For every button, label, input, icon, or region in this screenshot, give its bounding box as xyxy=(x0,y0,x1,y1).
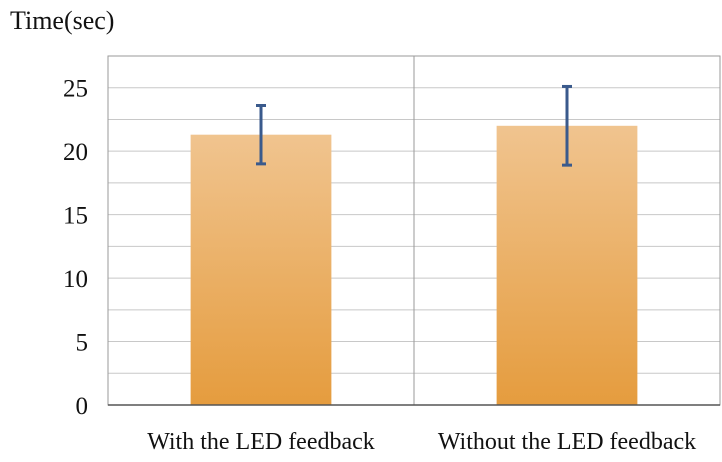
bar xyxy=(190,134,332,405)
y-axis-title: Time(sec) xyxy=(10,6,115,35)
error-bar xyxy=(256,103,266,166)
y-tick-label: 0 xyxy=(76,393,89,420)
error-bar xyxy=(562,84,572,167)
x-category-label: With the LED feedback xyxy=(147,429,375,455)
y-tick-label: 15 xyxy=(63,203,88,230)
x-category-label: Without the LED feedback xyxy=(438,429,696,455)
y-tick-label: 10 xyxy=(63,266,88,293)
y-tick-label: 5 xyxy=(76,330,89,357)
bar xyxy=(496,125,638,406)
y-tick-label: 25 xyxy=(63,76,88,103)
y-tick-label: 20 xyxy=(63,139,88,166)
